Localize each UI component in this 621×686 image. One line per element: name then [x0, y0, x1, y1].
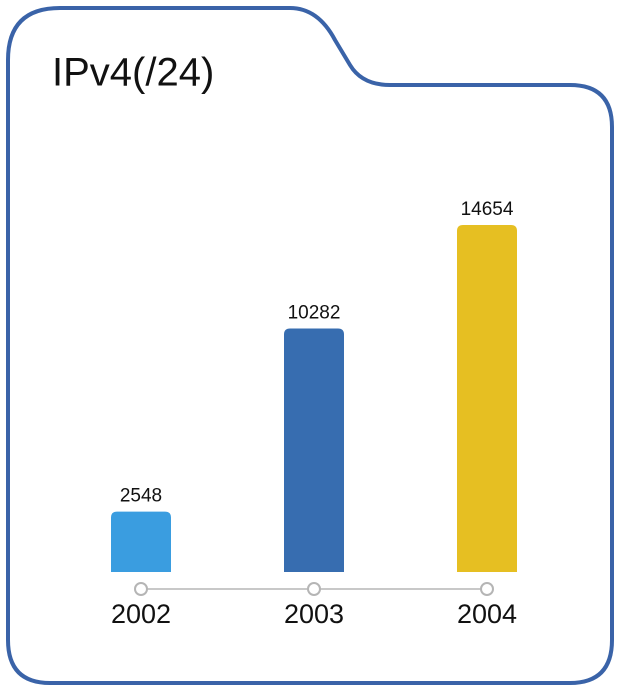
data-label: 2548: [120, 486, 162, 507]
x-tick-label: 2002: [111, 599, 171, 629]
bar: [111, 511, 171, 572]
data-label: 14654: [461, 199, 514, 220]
bar: [284, 328, 344, 572]
axis-dot: [307, 582, 321, 596]
x-tick-label: 2003: [284, 599, 344, 629]
bar: [457, 225, 517, 572]
x-tick-label: 2004: [457, 599, 517, 629]
axis-dot: [480, 582, 494, 596]
chart-title: IPv4(/24): [52, 51, 214, 95]
axis-dot: [134, 582, 148, 596]
data-label: 10282: [288, 303, 341, 324]
